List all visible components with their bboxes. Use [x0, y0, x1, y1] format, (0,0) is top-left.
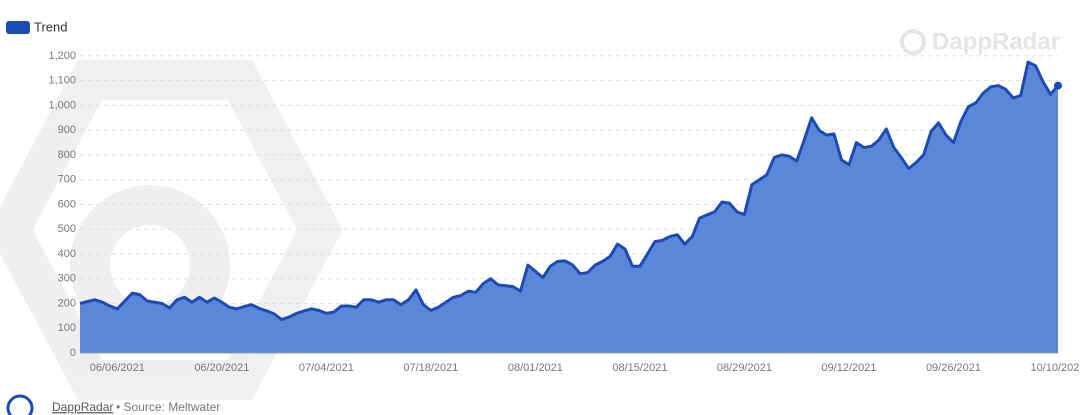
y-tick-label: 1,200	[48, 50, 76, 62]
x-tick-label: 09/12/2021	[821, 362, 876, 374]
y-tick-label: 500	[58, 223, 76, 235]
y-tick-label: 200	[58, 297, 76, 309]
y-tick-label: 600	[58, 198, 76, 210]
x-tick-label: 08/29/2021	[717, 362, 772, 374]
y-tick-label: 800	[58, 149, 76, 161]
watermark-text: DappRadar	[932, 28, 1060, 55]
x-tick-label: 08/15/2021	[612, 362, 667, 374]
legend-label[interactable]: Trend	[34, 19, 67, 34]
area	[80, 62, 1058, 353]
y-tick-label: 1,000	[48, 99, 76, 111]
y-tick-label: 400	[58, 248, 76, 260]
x-tick-label: 08/01/2021	[508, 362, 563, 374]
watermark: DappRadar	[900, 28, 1060, 55]
x-tick-label: 07/04/2021	[299, 362, 354, 374]
source-text: • Source: Meltwater	[116, 400, 220, 414]
source-link[interactable]: DappRadar	[52, 400, 113, 414]
y-tick-label: 900	[58, 124, 76, 136]
end-marker	[1054, 81, 1062, 90]
line	[79, 60, 1060, 322]
legend-swatch	[6, 21, 30, 34]
y-tick-label: 0	[70, 347, 76, 359]
x-tick-label: 10/10/2021	[1030, 362, 1080, 374]
y-tick-label: 100	[58, 322, 76, 334]
footer-logo	[6, 394, 34, 415]
x-tick-label: 06/06/2021	[90, 362, 145, 374]
y-tick-label: 1,100	[48, 75, 76, 87]
x-tick-label: 09/26/2021	[926, 362, 981, 374]
y-tick-label: 300	[58, 273, 76, 285]
y-tick-label: 700	[58, 174, 76, 186]
x-tick-label: 06/20/2021	[194, 362, 249, 374]
x-tick-label: 07/18/2021	[403, 362, 458, 374]
